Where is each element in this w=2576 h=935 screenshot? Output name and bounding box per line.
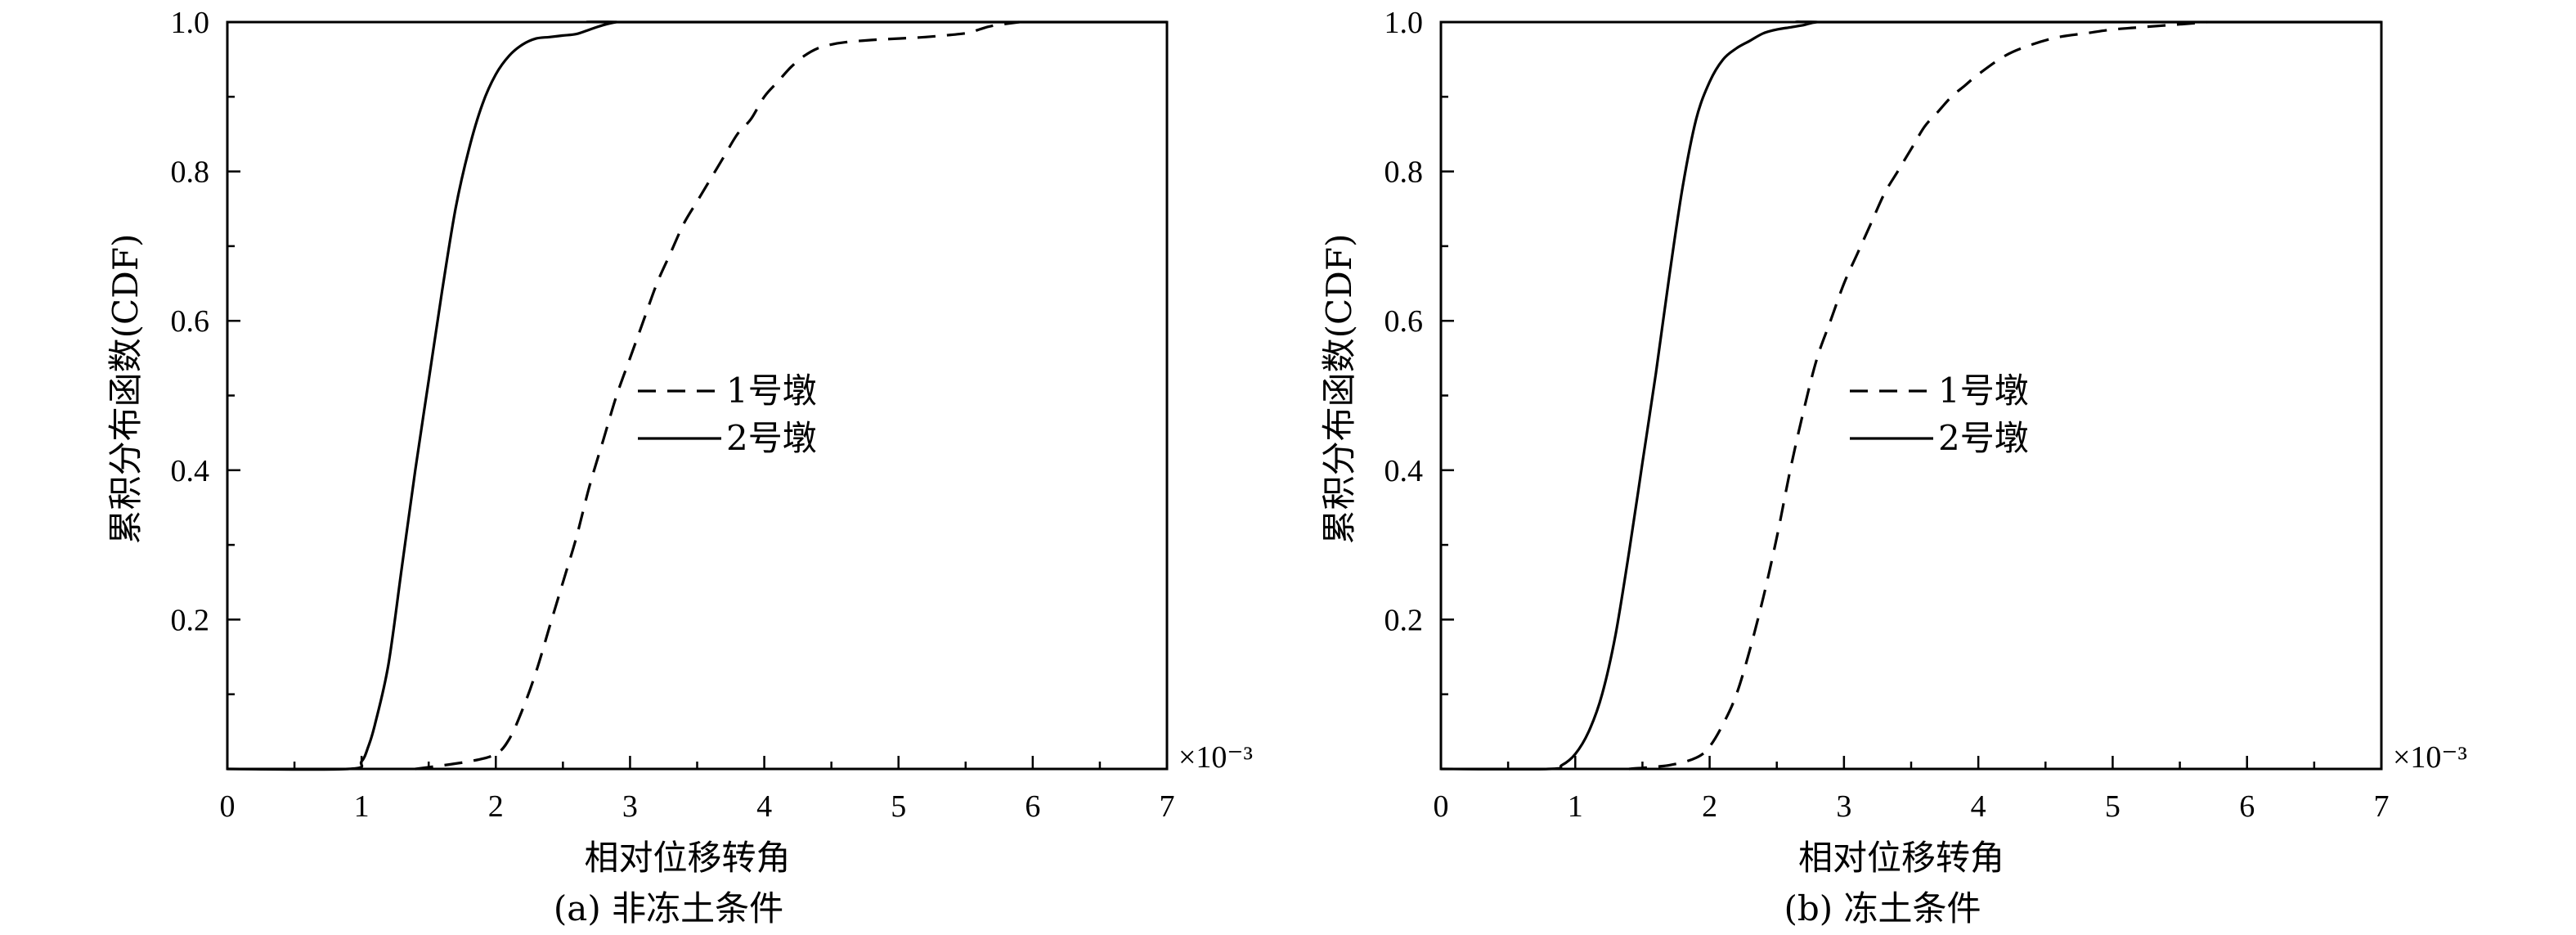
x-tick-label: 3 [622,789,638,824]
x-axis-title: 相对位移转角 [1798,838,2004,878]
x-tick-label: 6 [1025,789,1040,824]
legend-label-1: 1号墩 [1938,371,2029,411]
y-axis-title: 累积分布函数(CDF) [1319,234,1359,545]
x-tick-label: 2 [488,789,504,824]
chart-panel-b: 0 1 2 3 4 5 6 7 0.2 0.4 0.6 0.8 1.0 ×10⁻³ 相对位移转角 累积分布函数… [1319,6,2467,928]
y-axis-title: 累积分布函数(CDF) [105,234,146,545]
legend-label-2: 2号墩 [1938,418,2029,458]
series-line-2 [1440,20,2381,771]
y-tick-label: 0.4 [1384,454,1424,488]
x-tick-label: 6 [2239,789,2255,824]
chart-panel-a: 0 1 2 3 4 5 6 7 0.2 0.4 0.6 0.8 1.0 ×10⁻³ 相对位移转角 累积分布函数… [105,6,1253,928]
x-axis-multiplier: ×10⁻³ [1178,740,1253,775]
series-line-1 [1628,20,2207,771]
x-tick-label: 1 [354,789,370,824]
x-tick-label: 0 [220,789,236,824]
x-tick-label: 1 [1568,789,1583,824]
y-tick-label: 0.4 [171,454,210,488]
panel-caption: (a) 非冻土条件 [554,888,783,928]
y-tick-label: 0.8 [1384,155,1424,190]
legend-label-1: 1号墩 [726,371,817,411]
y-tick-label: 0.6 [171,304,210,339]
x-axis-multiplier: ×10⁻³ [2393,740,2467,775]
series-line-2 [227,20,1167,771]
x-tick-label: 4 [1971,789,1986,824]
y-tick-label: 0.2 [1384,603,1424,637]
series-line-1 [415,20,1020,771]
x-tick-label: 7 [2374,789,2390,824]
plot-frame [1439,20,2383,771]
x-tick-label: 0 [1434,789,1449,824]
x-tick-label: 7 [1160,789,1175,824]
plot-frame [226,20,1169,771]
x-tick-label: 2 [1702,789,1717,824]
x-tick-label: 5 [891,789,906,824]
x-tick-label: 5 [2105,789,2120,824]
legend-label-2: 2号墩 [726,418,817,458]
x-axis-title: 相对位移转角 [584,838,790,878]
y-tick-label: 0.8 [171,155,210,190]
x-tick-label: 4 [756,789,772,824]
y-tick-label: 0.2 [171,603,210,637]
y-tick-label: 0.6 [1384,304,1424,339]
y-tick-label: 1.0 [1384,6,1424,40]
y-tick-label: 1.0 [171,6,210,40]
panel-caption: (b) 冻土条件 [1784,888,1981,928]
x-tick-label: 3 [1836,789,1851,824]
